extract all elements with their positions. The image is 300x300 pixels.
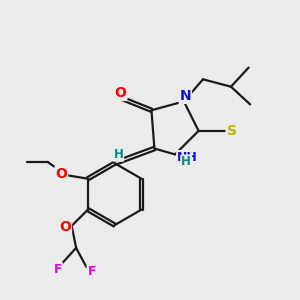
Text: O: O — [56, 167, 67, 181]
Text: F: F — [88, 265, 96, 278]
Text: O: O — [115, 86, 127, 100]
Text: N: N — [179, 89, 191, 103]
Text: F: F — [54, 263, 62, 276]
Text: H: H — [181, 155, 191, 168]
Text: NH: NH — [177, 151, 198, 164]
Text: O: O — [59, 220, 71, 234]
Text: H: H — [113, 148, 123, 161]
Text: S: S — [226, 124, 237, 138]
